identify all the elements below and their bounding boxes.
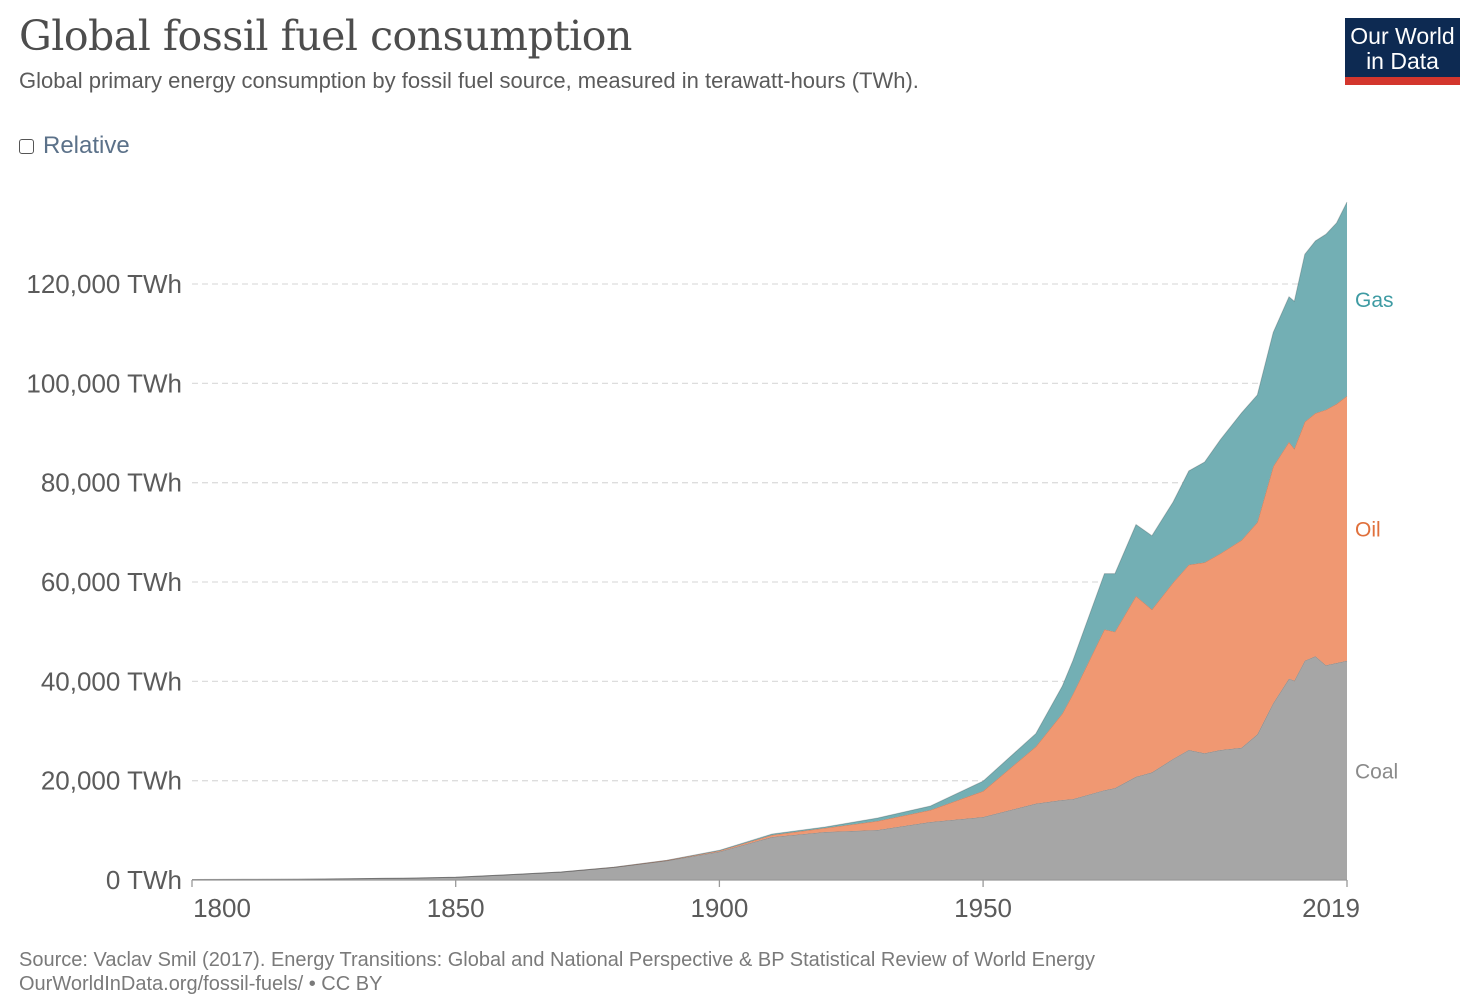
series-label-coal: Coal [1355, 760, 1398, 783]
y-tick-label: 60,000 TWh [41, 567, 182, 597]
owid-logo[interactable]: Our World in Data [1345, 18, 1460, 85]
area-edge-gas [191, 201, 1348, 880]
series-label-gas: Gas [1355, 289, 1394, 312]
footer: Source: Vaclav Smil (2017). Energy Trans… [19, 948, 1095, 996]
x-tick-label: 1950 [954, 893, 1012, 923]
series-labels: Coal Oil Gas [1355, 289, 1398, 783]
y-tick-label: 120,000 TWh [26, 269, 182, 299]
logo-accent-bar [1345, 77, 1460, 85]
y-tick-label: 20,000 TWh [41, 766, 182, 796]
y-tick-label: 100,000 TWh [26, 368, 182, 398]
url-license[interactable]: OurWorldInData.org/fossil-fuels/ • CC BY [19, 973, 383, 995]
series-label-oil: Oil [1355, 518, 1381, 541]
x-tick-label: 1850 [427, 893, 485, 923]
area-series [191, 201, 1348, 880]
area-oil[interactable] [192, 395, 1347, 880]
area-coal[interactable] [192, 656, 1347, 880]
y-tick-label: 40,000 TWh [41, 666, 182, 696]
logo-line-2: in Data [1366, 48, 1439, 74]
source-note: Source: Vaclav Smil (2017). Energy Trans… [19, 949, 1096, 971]
x-tick-label: 1800 [193, 893, 251, 923]
axes: 0 TWh 20,000 TWh 40,000 TWh 60,000 TWh 80,00… [26, 269, 1360, 923]
y-tick-label: 80,000 TWh [41, 468, 182, 498]
area-gas[interactable] [192, 202, 1347, 880]
relative-checkbox[interactable] [19, 138, 34, 154]
chart-title: Global fossil fuel consumption [19, 12, 632, 60]
chart-subtitle: Global primary energy consumption by fos… [19, 68, 919, 93]
relative-label: Relative [43, 132, 130, 159]
x-tick-label: 1900 [690, 893, 748, 923]
y-tick-label: 0 TWh [106, 865, 182, 895]
logo-line-1: Our World [1350, 23, 1455, 49]
relative-toggle[interactable]: Relative [19, 132, 130, 160]
x-tick-label: 2019 [1302, 893, 1360, 923]
